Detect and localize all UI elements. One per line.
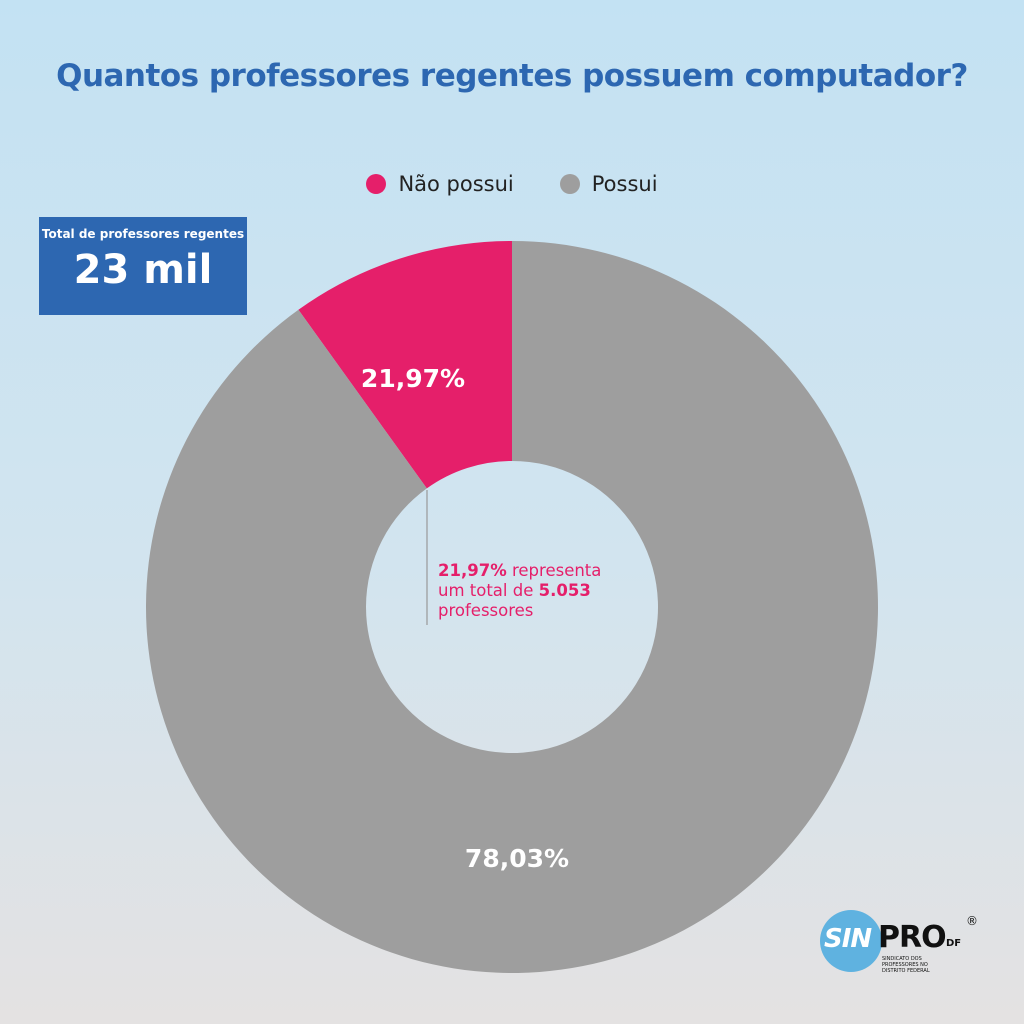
slice-label-nao-possui: 21,97%	[361, 364, 465, 393]
total-value: 23 mil	[73, 247, 213, 293]
logo-df: DF	[946, 938, 962, 949]
callout-note: 21,97% representa um total de 5.053 prof…	[438, 561, 638, 621]
total-label: Total de professores regentes	[41, 227, 245, 241]
legend-swatch-nao-possui	[366, 174, 387, 194]
legend-label-possui: Possui	[591, 172, 658, 196]
logo-sin: SIN	[824, 924, 872, 954]
slice-label-possui: 78,03%	[465, 844, 569, 873]
donut-slice-nao-possui	[298, 241, 512, 489]
legend-item-nao-possui: Não possui	[366, 172, 514, 196]
note-percent: 21,97%	[438, 561, 507, 580]
note-count: 5.053	[538, 581, 591, 600]
logo-pro: PRO	[878, 920, 947, 955]
note-text-3: professores	[438, 601, 534, 620]
note-text-2: um total de	[438, 581, 539, 600]
legend-item-possui: Possui	[559, 172, 658, 196]
logo-registered: ®	[966, 914, 978, 928]
note-text-1: representa	[506, 561, 602, 580]
sinpro-logo: SIN PRO DF ® SINDICATO DOS PROFESSORES N…	[820, 906, 990, 980]
logo-circle	[820, 910, 882, 972]
total-box: Total de professores regentes 23 mil	[39, 217, 247, 315]
legend: Não possui Possui	[0, 172, 1024, 196]
legend-label-nao-possui: Não possui	[398, 172, 514, 196]
chart-title: Quantos professores regentes possuem com…	[56, 58, 968, 94]
logo-tagline: SINDICATO DOS PROFESSORES NO DISTRITO FE…	[882, 956, 930, 974]
donut-slice-possui	[146, 241, 878, 973]
legend-swatch-possui	[559, 174, 580, 194]
